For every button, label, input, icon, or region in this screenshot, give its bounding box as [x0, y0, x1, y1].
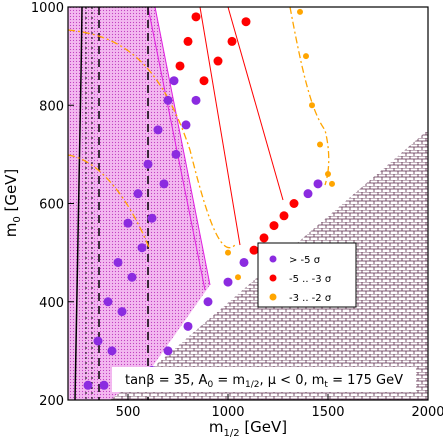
legend-label: -3 .. -2 σ — [289, 293, 332, 304]
annotation-box — [112, 367, 416, 392]
legend-marker — [269, 274, 277, 282]
x-label-part: m — [209, 418, 224, 436]
point — [227, 36, 237, 46]
point — [169, 76, 179, 86]
data-marks — [83, 8, 335, 390]
hatched-region — [110, 130, 428, 400]
annotation-sub: 0 — [207, 380, 213, 390]
point — [83, 380, 93, 390]
point — [113, 257, 123, 267]
point — [147, 213, 157, 223]
point — [183, 321, 193, 331]
annotation-part: = 175 GeV — [328, 373, 403, 388]
y-label-part: m — [2, 223, 20, 238]
black-curve — [74, 6, 83, 401]
regions — [67, 6, 428, 401]
y-tick-label: 1000 — [31, 1, 64, 16]
point — [199, 76, 209, 86]
red-line — [199, 6, 241, 246]
point — [303, 189, 313, 199]
x-label-sub: 1/2 — [223, 428, 239, 439]
point — [137, 243, 147, 253]
point — [143, 159, 153, 169]
orange-curve — [289, 6, 330, 186]
point — [163, 95, 173, 105]
point — [313, 179, 323, 189]
point — [191, 95, 201, 105]
x-tick-label: 2000 — [411, 405, 443, 420]
point — [249, 245, 259, 255]
point — [123, 218, 133, 228]
point — [159, 179, 169, 189]
annotation-part: tanβ = 35, A — [125, 373, 208, 388]
point — [181, 120, 191, 130]
point — [259, 233, 269, 243]
point — [191, 12, 201, 22]
legend-label: > -5 σ — [289, 255, 321, 266]
y-label-part: [GeV] — [2, 169, 20, 217]
legend-marker — [269, 293, 277, 301]
point — [297, 8, 303, 15]
x-tick-label: 1000 — [211, 405, 244, 420]
point — [93, 336, 103, 346]
orange-curve — [67, 154, 151, 251]
orange-curve — [67, 29, 236, 249]
point — [133, 189, 143, 199]
annotation-part: = m — [213, 373, 245, 388]
point — [153, 125, 163, 135]
y-axis-label: m0 [GeV] — [2, 169, 23, 238]
point — [325, 171, 331, 178]
y-tick-label: 200 — [39, 394, 64, 409]
point — [269, 221, 279, 231]
point — [213, 56, 223, 66]
annotation-sub: t — [324, 380, 328, 390]
point — [223, 277, 233, 287]
point — [289, 199, 299, 208]
magenta-line — [147, 6, 206, 291]
y-tick-label: 400 — [39, 296, 64, 311]
magenta-line — [154, 6, 211, 286]
point — [317, 141, 323, 148]
point — [225, 249, 231, 256]
x-axis-label: m1/2 [GeV] — [209, 418, 287, 439]
point — [303, 53, 309, 60]
annotation-sub: 1/2 — [245, 380, 259, 390]
x-tick-label: 1500 — [311, 405, 344, 420]
point — [309, 102, 315, 109]
red-line — [227, 6, 284, 201]
point — [127, 272, 137, 282]
axes: 500 1000 1500 2000 200 400 600 800 1000 — [31, 1, 443, 420]
point — [235, 274, 241, 281]
point — [279, 211, 289, 221]
x-tick-label: 500 — [116, 405, 141, 420]
y-label-sub: 0 — [12, 216, 23, 222]
point — [103, 297, 113, 307]
x-label-part: [GeV] — [240, 418, 288, 436]
point — [175, 61, 185, 71]
point — [163, 346, 173, 356]
point — [107, 346, 117, 356]
legend: > -5 σ -5 .. -3 σ -3 .. -2 σ — [257, 242, 357, 308]
point — [239, 257, 249, 267]
point — [241, 17, 251, 27]
point — [117, 307, 127, 317]
point — [203, 297, 213, 307]
point — [183, 36, 193, 46]
y-tick-label: 600 — [39, 198, 64, 213]
legend-marker — [269, 255, 277, 263]
annotation: tanβ = 35, A0 = m1/2, μ < 0, mt = 175 Ge… — [125, 373, 403, 390]
legend-label: -5 .. -3 σ — [289, 274, 332, 285]
point — [329, 180, 335, 187]
y-tick-label: 800 — [39, 99, 64, 114]
point — [99, 380, 109, 390]
annotation-part: , μ < 0, m — [260, 373, 325, 388]
point — [171, 149, 181, 159]
